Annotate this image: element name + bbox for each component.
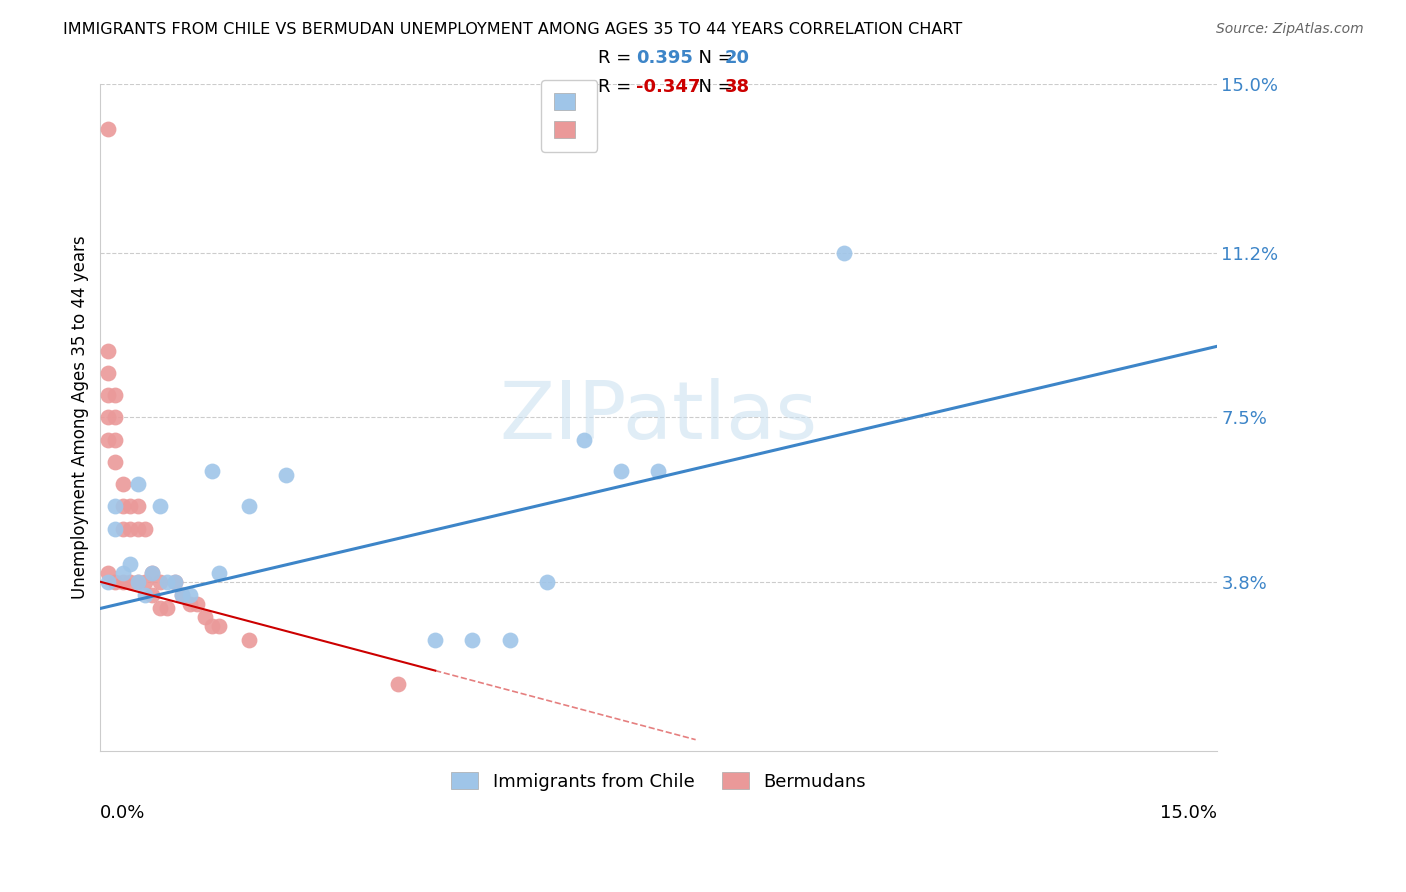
Point (120, 500, 142, 514)
Point (127, 574, 149, 589)
Point (572, 433, 595, 447)
Point (141, 566, 163, 580)
Point (172, 588, 194, 602)
Point (97, 410, 120, 425)
Point (834, 246, 856, 260)
Point (186, 597, 208, 611)
Point (97, 574, 120, 589)
Point (111, 500, 134, 514)
Text: N =: N = (688, 49, 738, 67)
Point (104, 455, 127, 469)
Point (120, 521, 142, 535)
Point (149, 601, 172, 615)
Point (179, 588, 201, 602)
Point (127, 521, 149, 535)
Point (111, 521, 134, 535)
Point (193, 610, 215, 624)
Legend: Immigrants from Chile, Bermudans: Immigrants from Chile, Bermudans (440, 761, 876, 801)
Point (201, 464, 224, 478)
Text: R =: R = (599, 78, 637, 96)
Text: -0.347: -0.347 (637, 78, 700, 96)
Text: 0.0%: 0.0% (100, 804, 146, 822)
Text: ZIPatlas: ZIPatlas (499, 378, 817, 457)
Point (163, 574, 186, 589)
Point (208, 619, 231, 633)
Point (141, 566, 163, 580)
Text: Source: ZipAtlas.com: Source: ZipAtlas.com (1216, 22, 1364, 37)
Point (104, 388, 127, 402)
Point (104, 574, 127, 589)
Point (97, 366, 120, 380)
Text: 0.395: 0.395 (637, 49, 693, 67)
Point (238, 500, 260, 514)
Point (163, 574, 186, 589)
Point (149, 500, 172, 514)
Point (120, 557, 142, 571)
Point (149, 574, 172, 589)
Point (425, 632, 447, 647)
Point (179, 597, 201, 611)
Text: 38: 38 (725, 78, 749, 96)
Point (127, 500, 149, 514)
Point (104, 433, 127, 447)
Point (134, 574, 156, 589)
Point (120, 574, 142, 589)
Point (104, 410, 127, 425)
Point (647, 464, 669, 478)
Text: R =: R = (599, 49, 637, 67)
Point (208, 566, 231, 580)
Point (111, 574, 134, 589)
Point (172, 588, 194, 602)
Point (134, 588, 156, 602)
Text: N =: N = (688, 78, 738, 96)
Point (276, 468, 298, 483)
Point (97, 433, 120, 447)
Point (127, 574, 149, 589)
Point (97, 566, 120, 580)
Point (201, 619, 224, 633)
Point (97, 388, 120, 402)
Point (127, 477, 149, 491)
Point (97, 343, 120, 358)
Point (111, 477, 134, 491)
Text: IMMIGRANTS FROM CHILE VS BERMUDAN UNEMPLOYMENT AMONG AGES 35 TO 44 YEARS CORRELA: IMMIGRANTS FROM CHILE VS BERMUDAN UNEMPL… (63, 22, 963, 37)
Point (141, 588, 163, 602)
Point (536, 574, 558, 589)
Point (238, 632, 260, 647)
Point (156, 574, 179, 589)
Point (610, 464, 633, 478)
Point (387, 677, 409, 691)
Point (134, 521, 156, 535)
Y-axis label: Unemployment Among Ages 35 to 44 years: Unemployment Among Ages 35 to 44 years (72, 235, 89, 599)
Point (104, 521, 127, 535)
Text: 15.0%: 15.0% (1160, 804, 1216, 822)
Point (111, 566, 134, 580)
Point (156, 601, 179, 615)
Text: 20: 20 (725, 49, 749, 67)
Point (97, 121, 120, 136)
Point (461, 632, 484, 647)
Point (104, 500, 127, 514)
Point (498, 632, 520, 647)
